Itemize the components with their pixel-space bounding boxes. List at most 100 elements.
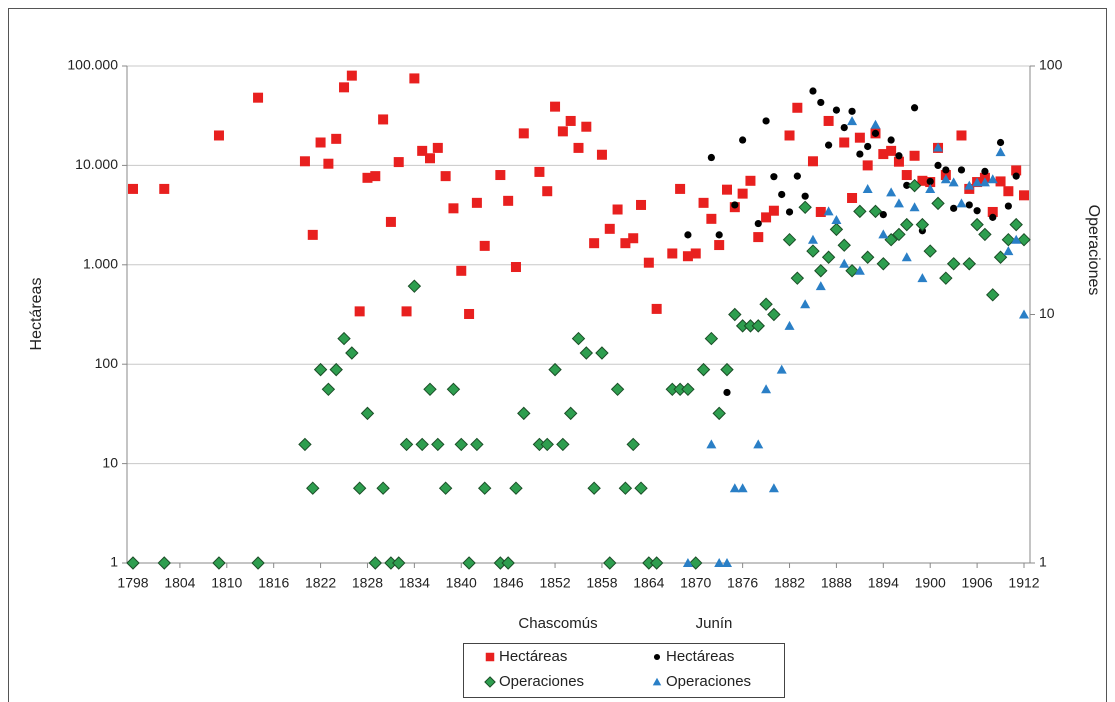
- marker-square: [722, 184, 732, 195]
- marker-square: [667, 248, 678, 259]
- marker-square: [784, 130, 795, 141]
- marker-diamond: [626, 437, 640, 452]
- marker-triangle: [948, 177, 959, 187]
- x-tick-label: 1804: [164, 575, 195, 591]
- marker-square: [847, 192, 858, 203]
- marker-diamond: [1017, 232, 1031, 247]
- marker-triangle: [706, 439, 717, 449]
- marker-diamond: [579, 346, 594, 360]
- marker-triangle: [1011, 234, 1022, 244]
- marker-diamond: [829, 222, 844, 237]
- marker-square: [651, 303, 662, 314]
- marker-triangle: [925, 183, 936, 193]
- marker-square: [534, 166, 545, 177]
- legend-label: Operaciones: [666, 673, 751, 690]
- marker-diamond: [603, 556, 617, 570]
- marker-square: [956, 130, 967, 141]
- marker-diamond: [728, 307, 742, 322]
- x-tick-label: 1816: [258, 575, 289, 591]
- marker-square: [339, 82, 350, 93]
- marker-circle: [903, 181, 911, 189]
- marker-circle: [778, 190, 786, 199]
- marker-diamond: [798, 200, 812, 215]
- marker-diamond: [509, 481, 523, 495]
- marker-square: [987, 206, 998, 217]
- y2-tick-label: 100: [1039, 57, 1063, 73]
- marker-square: [128, 183, 138, 194]
- marker-triangle: [753, 439, 764, 449]
- marker-square: [299, 156, 310, 167]
- y-axis-label: Hectáreas: [28, 278, 45, 351]
- marker-diamond: [251, 556, 265, 570]
- marker-circle: [770, 173, 778, 181]
- marker-circle: [950, 204, 958, 212]
- marker-square: [448, 203, 459, 214]
- marker-diamond: [587, 481, 601, 495]
- marker-diamond: [939, 271, 953, 285]
- marker-square: [346, 70, 357, 81]
- marker-circle: [910, 104, 919, 112]
- marker-diamond: [759, 297, 773, 311]
- marker-circle: [1012, 172, 1020, 180]
- marker-circle: [840, 124, 848, 132]
- marker-triangle: [652, 677, 662, 686]
- x-tick-label: 1912: [1008, 575, 1039, 591]
- legend-group-label: Chascomús: [518, 615, 597, 632]
- x-tick-label: 1810: [211, 575, 242, 591]
- marker-circle: [785, 208, 794, 216]
- marker-square: [581, 121, 592, 132]
- marker-circle: [723, 388, 731, 397]
- marker-diamond: [392, 556, 406, 570]
- marker-diamond: [986, 288, 1000, 302]
- marker-diamond: [368, 556, 382, 570]
- marker-diamond: [853, 204, 867, 219]
- marker-diamond: [126, 556, 140, 570]
- marker-square: [331, 133, 342, 144]
- marker-square: [370, 171, 381, 182]
- marker-circle: [817, 98, 825, 107]
- marker-circle: [996, 138, 1005, 147]
- marker-diamond: [993, 250, 1008, 264]
- marker-diamond: [704, 331, 719, 346]
- marker-triangle: [714, 558, 725, 567]
- marker-diamond: [484, 676, 496, 688]
- marker-triangle: [893, 198, 904, 208]
- marker-diamond: [970, 217, 984, 232]
- marker-triangle: [768, 483, 779, 493]
- marker-square: [471, 197, 482, 208]
- marker-diamond: [634, 481, 648, 495]
- y2-tick-label: 10: [1039, 305, 1055, 321]
- marker-square: [714, 240, 725, 251]
- marker-diamond: [157, 556, 171, 570]
- marker-circle: [895, 152, 903, 160]
- marker-diamond: [306, 481, 320, 495]
- marker-triangle: [886, 187, 897, 197]
- marker-square: [917, 175, 928, 186]
- marker-diamond: [782, 232, 797, 247]
- marker-triangle: [1003, 246, 1014, 256]
- marker-square: [675, 183, 686, 194]
- marker-diamond: [900, 217, 914, 232]
- marker-square: [706, 213, 717, 224]
- marker-triangle: [933, 142, 944, 152]
- marker-circle: [1004, 202, 1012, 210]
- marker-triangle: [909, 202, 920, 212]
- marker-diamond: [681, 382, 695, 397]
- marker-diamond: [556, 437, 570, 452]
- marker-square: [440, 171, 451, 182]
- marker-square: [995, 176, 1006, 187]
- marker-diamond: [931, 196, 945, 211]
- marker-square: [425, 153, 435, 164]
- legend-box: [463, 643, 785, 698]
- x-tick-label: 1882: [774, 575, 805, 591]
- marker-diamond: [423, 382, 437, 397]
- marker-triangle: [870, 119, 881, 129]
- marker-diamond: [540, 437, 554, 452]
- marker-triangle: [722, 558, 732, 567]
- marker-circle: [989, 213, 997, 221]
- marker-diamond: [1009, 217, 1023, 232]
- marker-square: [565, 115, 576, 126]
- marker-diamond: [751, 319, 765, 333]
- marker-triangle: [854, 265, 865, 275]
- marker-diamond: [720, 362, 734, 377]
